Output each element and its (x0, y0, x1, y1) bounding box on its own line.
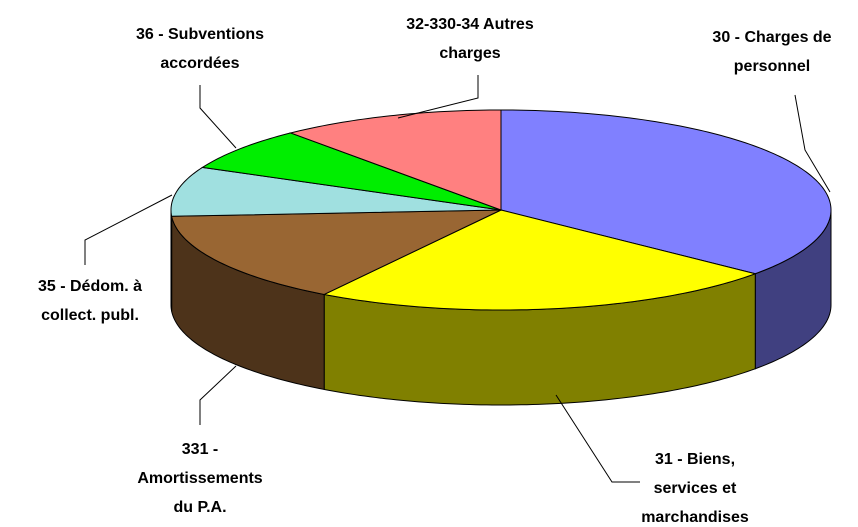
slice-label: charges (439, 45, 500, 62)
slice-label: personnel (734, 58, 810, 75)
leader-line (794, 94, 831, 193)
slice-label: 35 - Dédom. à (38, 278, 142, 295)
slice-label: 31 - Biens, (655, 451, 735, 468)
slice (200, 132, 502, 211)
slice (500, 109, 832, 275)
slice (170, 166, 502, 217)
slice-side (170, 209, 173, 312)
slice (322, 209, 757, 311)
slice-label: 30 - Charges de (712, 29, 831, 46)
slice (288, 109, 502, 211)
leader-line (397, 75, 479, 119)
slice-label: marchandises (641, 509, 749, 526)
leader-line (84, 194, 173, 265)
slice-label: collect. publ. (41, 307, 139, 324)
leader-line (199, 365, 237, 425)
slice-label: 331 - (182, 441, 218, 458)
leader-line (555, 394, 640, 483)
slice-label: Amortissements (137, 470, 262, 487)
slice-label: accordées (160, 55, 239, 72)
slice-label: services et (654, 480, 737, 497)
leader-line (199, 85, 237, 149)
slice (171, 209, 502, 295)
slice-label: 36 - Subventions (136, 26, 264, 43)
slice-label: du P.A. (173, 499, 226, 516)
slice-label: 32-330-34 Autres (406, 16, 534, 33)
